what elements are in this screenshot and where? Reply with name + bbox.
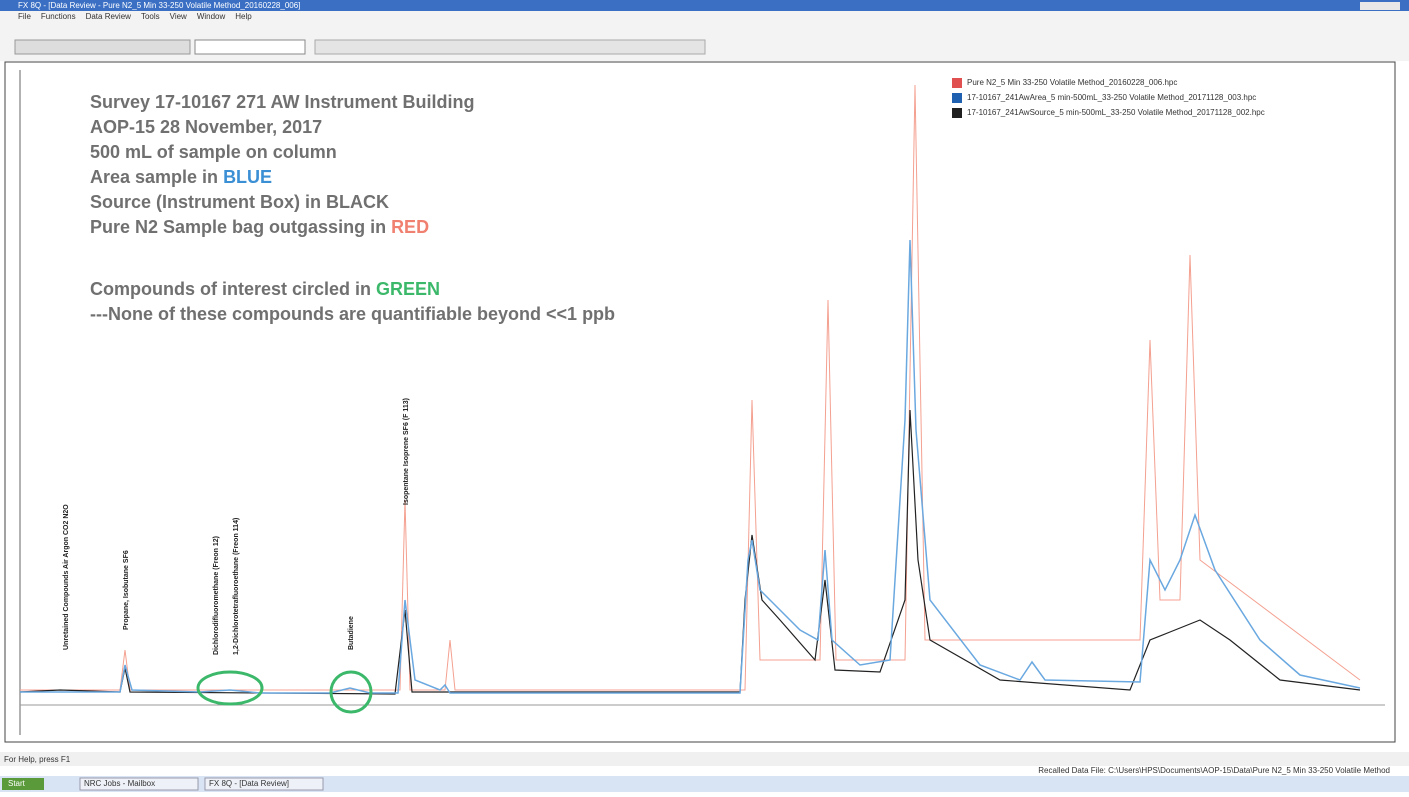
peak-label: Unretained Compounds Air Argon CO2 N2O <box>63 504 70 650</box>
menu-item[interactable]: View <box>170 12 187 21</box>
menu-item[interactable]: Data Review <box>86 12 132 21</box>
annotation-line: Area sample in BLUE <box>90 167 272 187</box>
legend-checkbox[interactable] <box>952 108 962 118</box>
legend-checkbox[interactable] <box>952 93 962 103</box>
menu-item[interactable]: Functions <box>41 12 76 21</box>
status-left: For Help, press F1 <box>4 755 71 764</box>
annotation-highlight: RED <box>391 217 429 237</box>
page: FX 8Q - [Data Review - Pure N2_5 Min 33-… <box>0 0 1409 792</box>
menu-item[interactable]: Help <box>235 12 252 21</box>
annotation-line: Source (Instrument Box) in BLACK <box>90 192 389 212</box>
menu-item[interactable]: Window <box>197 12 226 21</box>
task-label: NRC Jobs - Mailbox <box>84 779 155 788</box>
peak-label: Dichlorodifluoromethane (Freon 12) <box>213 536 220 655</box>
peak-label: Propane, Isobutane SF6 <box>123 550 130 630</box>
annotation-text: Survey 17-10167 271 AW Instrument Buildi… <box>90 92 474 112</box>
start-button[interactable]: Start <box>2 778 44 790</box>
annotation-text: Source (Instrument Box) in BLACK <box>90 192 389 212</box>
legend-entry: 17-10167_241AwSource_5 min-500mL_33-250 … <box>967 108 1265 117</box>
toolbar[interactable] <box>15 40 705 54</box>
peak-label: 1,2-Dichlorotetrafluoroethane (Freon 114… <box>233 518 240 655</box>
task-label: FX 8Q - [Data Review] <box>209 779 289 788</box>
screen: FX 8Q - [Data Review - Pure N2_5 Min 33-… <box>0 0 1409 792</box>
annotation-text: Pure N2 Sample bag outgassing in <box>90 217 391 237</box>
status-bar <box>0 752 1409 766</box>
annotation-text: Compounds of interest circled in <box>90 279 376 299</box>
annotation-line: AOP-15 28 November, 2017 <box>90 117 322 137</box>
annotation-highlight: BLUE <box>223 167 272 187</box>
status-right: Recalled Data File: C:\Users\HPS\Documen… <box>1038 766 1390 775</box>
annotation-line: ---None of these compounds are quantifia… <box>90 304 615 324</box>
menu-item[interactable]: Tools <box>141 12 160 21</box>
annotation-line: Compounds of interest circled in GREEN <box>90 279 440 299</box>
legend-entry: Pure N2_5 Min 33-250 Volatile Method_201… <box>967 78 1177 87</box>
annotation-text: 500 mL of sample on column <box>90 142 337 162</box>
window-controls[interactable] <box>1360 2 1400 10</box>
annotation-line: Survey 17-10167 271 AW Instrument Buildi… <box>90 92 474 112</box>
window-title: FX 8Q - [Data Review - Pure N2_5 Min 33-… <box>18 1 300 10</box>
annotation-highlight: GREEN <box>376 279 440 299</box>
legend-entry: 17-10167_241AwArea_5 min-500mL_33-250 Vo… <box>967 93 1256 102</box>
annotation-text: Area sample in <box>90 167 223 187</box>
menu-item[interactable]: File <box>18 12 31 21</box>
start-label: Start <box>8 779 26 788</box>
annotation-line: 500 mL of sample on column <box>90 142 337 162</box>
peak-label: Butadiene <box>348 616 355 650</box>
legend-checkbox[interactable] <box>952 78 962 88</box>
annotation-line: Pure N2 Sample bag outgassing in RED <box>90 217 429 237</box>
annotation-text: ---None of these compounds are quantifia… <box>90 304 615 324</box>
annotation-text: AOP-15 28 November, 2017 <box>90 117 322 137</box>
peak-label: Isopentane Isoprene SF6 (F 113) <box>403 398 410 505</box>
